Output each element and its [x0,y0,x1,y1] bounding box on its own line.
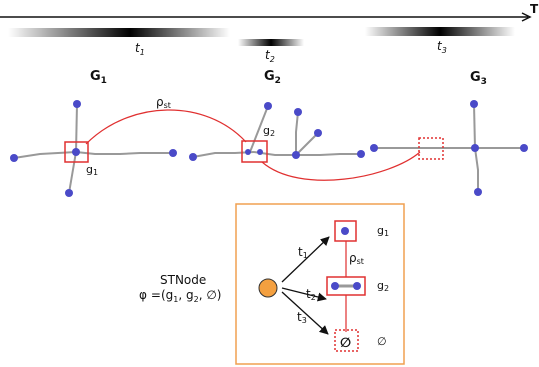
inset-node-g2 [353,282,361,290]
graph-g2-edge [192,151,255,158]
stnode-circle [258,278,278,298]
subgraph-box-empty [418,137,444,160]
graph-g2-edge [253,151,361,156]
period-bar-t1 [8,28,230,37]
timeline-arrow-icon [521,12,532,22]
graph-node [245,149,251,155]
graph-g2-edge [249,105,269,153]
subgraph-label-g1: g1 [86,163,98,177]
graph-node [189,153,197,161]
graph-g3-edge [474,147,479,192]
period-bar-t2 [238,39,304,46]
inset-rho-label: ρst [349,251,364,266]
graph-node [470,100,478,108]
graph-g1-edge [75,151,173,155]
graph-node [264,102,272,110]
subgraph-box-g2 [241,140,268,163]
inset-node-g2 [331,282,339,290]
graph-title-g2: G2 [264,69,281,86]
graph-node [73,100,81,108]
timeline: T t1 t2 t3 [0,2,539,64]
inset-label-g1: g1 [377,224,389,238]
graph-g2-edge [295,111,299,155]
inset-arrow-t2 [281,287,327,302]
stnode-formula: φ =(g1, g2, ∅) [139,288,221,304]
period-label-t3: t3 [437,39,447,55]
graph-node [314,129,322,137]
graph-title-g1: G1 [90,69,107,86]
st-link-g2-empty [261,151,421,181]
timeline-axis-label: T [530,2,539,16]
inset-box-empty [334,329,359,352]
period-label-t2: t2 [265,48,275,64]
inset-empty-label: ∅ [377,335,387,348]
graph-g2: g2 [189,102,365,163]
graph-node [65,189,73,197]
inset-edge-label-t1: t1 [298,245,308,260]
graph-node [257,149,263,155]
inset-box-g1 [334,220,357,242]
inset-arrow-t1 [281,236,330,283]
st-link-label: ρst [156,95,171,110]
graph-g1-edge [13,151,77,159]
graph-node [292,151,300,159]
st-link-g1-g2 [85,109,247,145]
graph-node [169,149,177,157]
period-bar-t3 [365,27,515,36]
graph-node [471,144,479,152]
stnode-title: STNode [160,273,206,287]
inset-box-g2 [326,276,366,296]
subgraph-label-g2: g2 [263,124,275,138]
graph-g3 [370,100,528,196]
graph-node [370,144,378,152]
graph-node [294,108,302,116]
inset-edge-label-t3: t3 [297,310,307,325]
graph-node [357,150,365,158]
graph-node [520,144,528,152]
inset-label-g2: g2 [377,279,389,293]
graph-g1: g1 [10,100,177,197]
inset-arrow-t3 [281,291,329,335]
graph-node [10,154,18,162]
inset-node-g1 [341,227,349,235]
graph-g1-edge [75,103,78,153]
subgraph-box-g1 [64,141,89,163]
period-label-t1: t1 [135,41,145,57]
inset-empty-symbol: ∅ [340,336,351,351]
graph-g1-edge [68,151,77,194]
graph-node [72,148,80,156]
graph-title-g3: G3 [470,70,487,87]
graph-node [474,188,482,196]
graph-g3-edge [473,103,476,149]
stnode-inset: t1 t2 t3 ρst g1 g2 ∅ ∅ [235,203,405,365]
inset-edge-label-t2: t2 [306,287,316,302]
graph-g2-edge [295,132,319,156]
